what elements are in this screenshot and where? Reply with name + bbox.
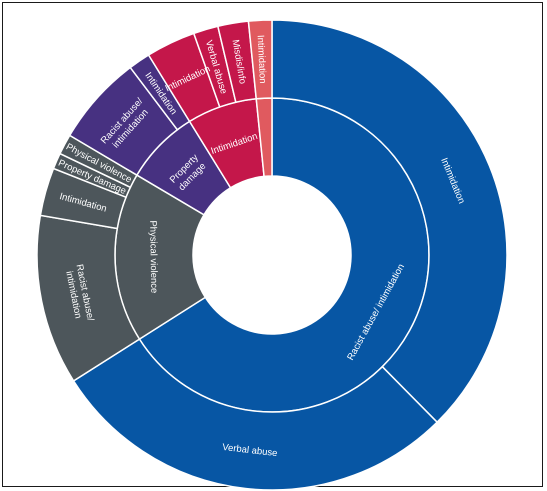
outer-segment-1-verbal-abuse[interactable]	[72, 338, 439, 491]
outer-segment-11-intimidation[interactable]	[247, 19, 273, 100]
outer-label-11-intimidation: Intimidation	[255, 35, 268, 84]
outer-segment-0-intimidation[interactable]	[271, 19, 508, 424]
inner-label-1-physical-violence: Physical violence	[147, 220, 159, 293]
inner-ring	[114, 97, 430, 413]
outer-ring	[36, 19, 508, 491]
